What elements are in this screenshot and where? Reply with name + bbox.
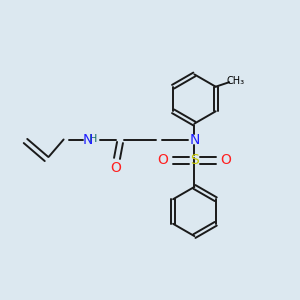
Text: N: N [82,133,93,146]
Text: O: O [220,154,231,167]
Text: H: H [89,134,97,145]
Text: O: O [158,154,168,167]
Text: N: N [189,133,200,146]
Text: S: S [190,154,199,167]
Text: CH₃: CH₃ [227,76,245,86]
Text: O: O [110,161,121,175]
